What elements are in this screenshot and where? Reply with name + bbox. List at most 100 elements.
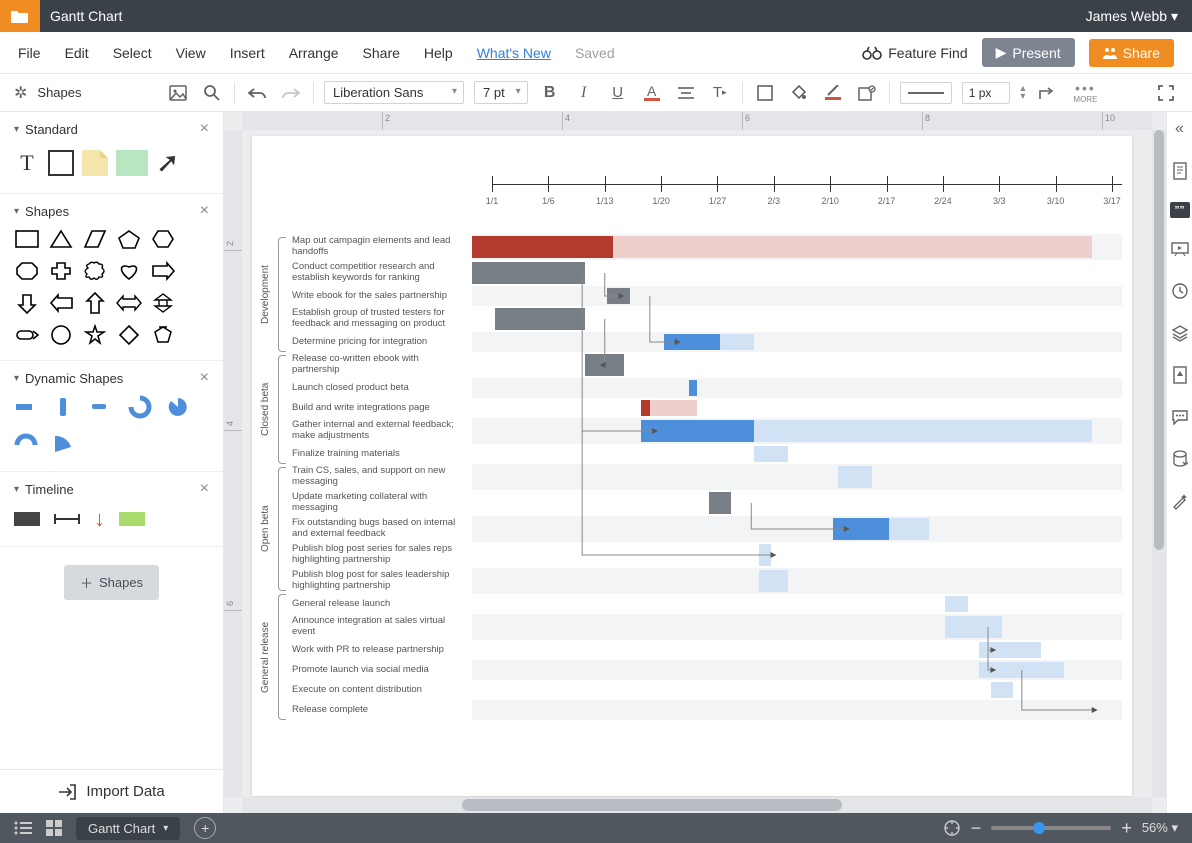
gantt-row[interactable]: General release launch	[292, 594, 1122, 614]
zoom-target-icon[interactable]	[943, 819, 961, 837]
whats-new-link[interactable]: What's New	[477, 45, 551, 61]
timeline-marker-shape[interactable]: ↓	[94, 506, 105, 532]
vertical-scrollbar[interactable]	[1152, 130, 1166, 797]
dynamic-shape[interactable]	[14, 433, 38, 457]
user-menu[interactable]: James Webb ▾	[1086, 8, 1192, 25]
grid-view-icon[interactable]	[46, 820, 62, 836]
gantt-bar[interactable]	[585, 354, 624, 376]
menu-item-share[interactable]: Share	[363, 45, 400, 61]
shapes-section-header[interactable]: ▾Shapes×	[14, 202, 209, 220]
block-shape[interactable]	[116, 150, 148, 176]
timeline-block-shape[interactable]	[14, 512, 40, 526]
zoom-slider[interactable]	[991, 826, 1111, 830]
chat-panel-icon[interactable]	[1169, 406, 1191, 428]
gantt-row[interactable]: Release complete	[292, 700, 1122, 720]
canvas[interactable]: 246810 246 1/11/61/131/201/272/32/102/17…	[224, 112, 1192, 813]
dynamic-shape[interactable]	[52, 395, 76, 419]
list-view-icon[interactable]	[14, 821, 32, 835]
gantt-bar[interactable]	[664, 334, 720, 350]
shape-item[interactable]	[14, 292, 40, 314]
menu-item-edit[interactable]: Edit	[65, 45, 89, 61]
bold-button[interactable]: B	[538, 81, 562, 105]
menu-item-arrange[interactable]: Arrange	[289, 45, 339, 61]
redo-button[interactable]	[279, 81, 303, 105]
page-tab[interactable]: Gantt Chart ▾	[76, 817, 180, 840]
dynamic-shape[interactable]	[128, 395, 152, 419]
zoom-out-button[interactable]: −	[971, 818, 982, 839]
arrow-shape[interactable]: ➚	[156, 146, 179, 179]
shape-options-button[interactable]	[855, 81, 879, 105]
shape-item[interactable]	[82, 228, 108, 250]
comments-panel-icon[interactable]: ””	[1170, 202, 1190, 218]
undo-button[interactable]	[245, 81, 269, 105]
timeline-interval-shape[interactable]	[119, 512, 145, 526]
line-width-stepper[interactable]: ▴▾	[1020, 85, 1025, 101]
gantt-bar[interactable]	[495, 308, 585, 330]
text-options-button[interactable]: T▸	[708, 81, 732, 105]
shape-item[interactable]	[150, 260, 176, 282]
menu-item-insert[interactable]: Insert	[230, 45, 265, 61]
gantt-row[interactable]: Write ebook for the sales partnership	[292, 286, 1122, 306]
horizontal-scrollbar[interactable]	[242, 797, 1152, 813]
shape-item[interactable]	[48, 228, 74, 250]
gantt-bar[interactable]	[720, 334, 754, 350]
gantt-bar[interactable]	[833, 518, 889, 540]
align-button[interactable]	[674, 81, 698, 105]
gantt-bar[interactable]	[759, 544, 770, 566]
import-data-button[interactable]: Import Data	[0, 769, 223, 813]
shape-style-button[interactable]	[753, 81, 777, 105]
document-title[interactable]: Gantt Chart	[40, 8, 1086, 24]
dynamic-shape[interactable]	[14, 395, 38, 419]
close-icon[interactable]: ×	[200, 120, 209, 138]
gantt-bar[interactable]	[613, 236, 1092, 258]
gantt-row[interactable]: Promote launch via social media	[292, 660, 1122, 680]
shape-item[interactable]	[14, 228, 40, 250]
shape-item[interactable]	[116, 260, 142, 282]
gantt-row[interactable]: Build and write integrations page	[292, 398, 1122, 418]
dynamic-shape[interactable]	[52, 433, 76, 457]
shape-item[interactable]	[14, 260, 40, 282]
close-icon[interactable]: ×	[200, 202, 209, 220]
timeline-section-header[interactable]: ▾Timeline×	[14, 480, 209, 498]
page-panel-icon[interactable]	[1169, 160, 1191, 182]
line-color-button[interactable]	[821, 81, 845, 105]
shape-item[interactable]	[116, 324, 142, 346]
gantt-row[interactable]: Establish group of trusted testers for f…	[292, 306, 1122, 332]
dynamic-shape[interactable]	[166, 395, 190, 419]
gantt-bar[interactable]	[759, 570, 787, 592]
shape-item[interactable]	[150, 228, 176, 250]
search-icon[interactable]	[200, 81, 224, 105]
gantt-bar[interactable]	[838, 466, 872, 488]
gantt-row[interactable]: Train CS, sales, and support on new mess…	[292, 464, 1122, 490]
gantt-bar[interactable]	[650, 400, 698, 416]
gantt-chart[interactable]: 1/11/61/131/201/272/32/102/172/243/33/10…	[252, 136, 1132, 796]
add-page-button[interactable]: +	[194, 817, 216, 839]
feature-find[interactable]: Feature Find	[862, 45, 967, 61]
present-button[interactable]: ▶ Present	[982, 38, 1075, 67]
line-style-select[interactable]	[900, 82, 952, 104]
shape-item[interactable]	[82, 324, 108, 346]
gantt-row[interactable]: Gather internal and external feedback; m…	[292, 418, 1122, 444]
canvas-viewport[interactable]: 1/11/61/131/201/272/32/102/172/243/33/10…	[242, 130, 1152, 797]
magic-panel-icon[interactable]	[1169, 490, 1191, 512]
gantt-bar[interactable]	[889, 518, 928, 540]
line-width-select[interactable]: 1 px	[962, 82, 1011, 104]
gantt-bar[interactable]	[607, 288, 630, 304]
theme-panel-icon[interactable]	[1169, 364, 1191, 386]
gantt-row[interactable]: Fix outstanding bugs based on internal a…	[292, 516, 1122, 542]
gantt-bar[interactable]	[472, 236, 613, 258]
shape-item[interactable]	[14, 324, 40, 346]
gantt-row[interactable]: Conduct competitior research and establi…	[292, 260, 1122, 286]
toolbar-more[interactable]: •••MORE	[1073, 81, 1097, 104]
gantt-bar[interactable]	[641, 400, 649, 416]
dynamic-section-header[interactable]: ▾Dynamic Shapes×	[14, 369, 209, 387]
gantt-bar[interactable]	[945, 616, 1001, 638]
gantt-row[interactable]: Finalize training materials	[292, 444, 1122, 464]
shape-item[interactable]	[150, 324, 176, 346]
close-icon[interactable]: ×	[200, 480, 209, 498]
italic-button[interactable]: I	[572, 81, 596, 105]
menu-item-help[interactable]: Help	[424, 45, 453, 61]
gantt-bar[interactable]	[979, 662, 1064, 678]
text-color-button[interactable]: A	[640, 81, 664, 105]
gantt-bar[interactable]	[709, 492, 732, 514]
